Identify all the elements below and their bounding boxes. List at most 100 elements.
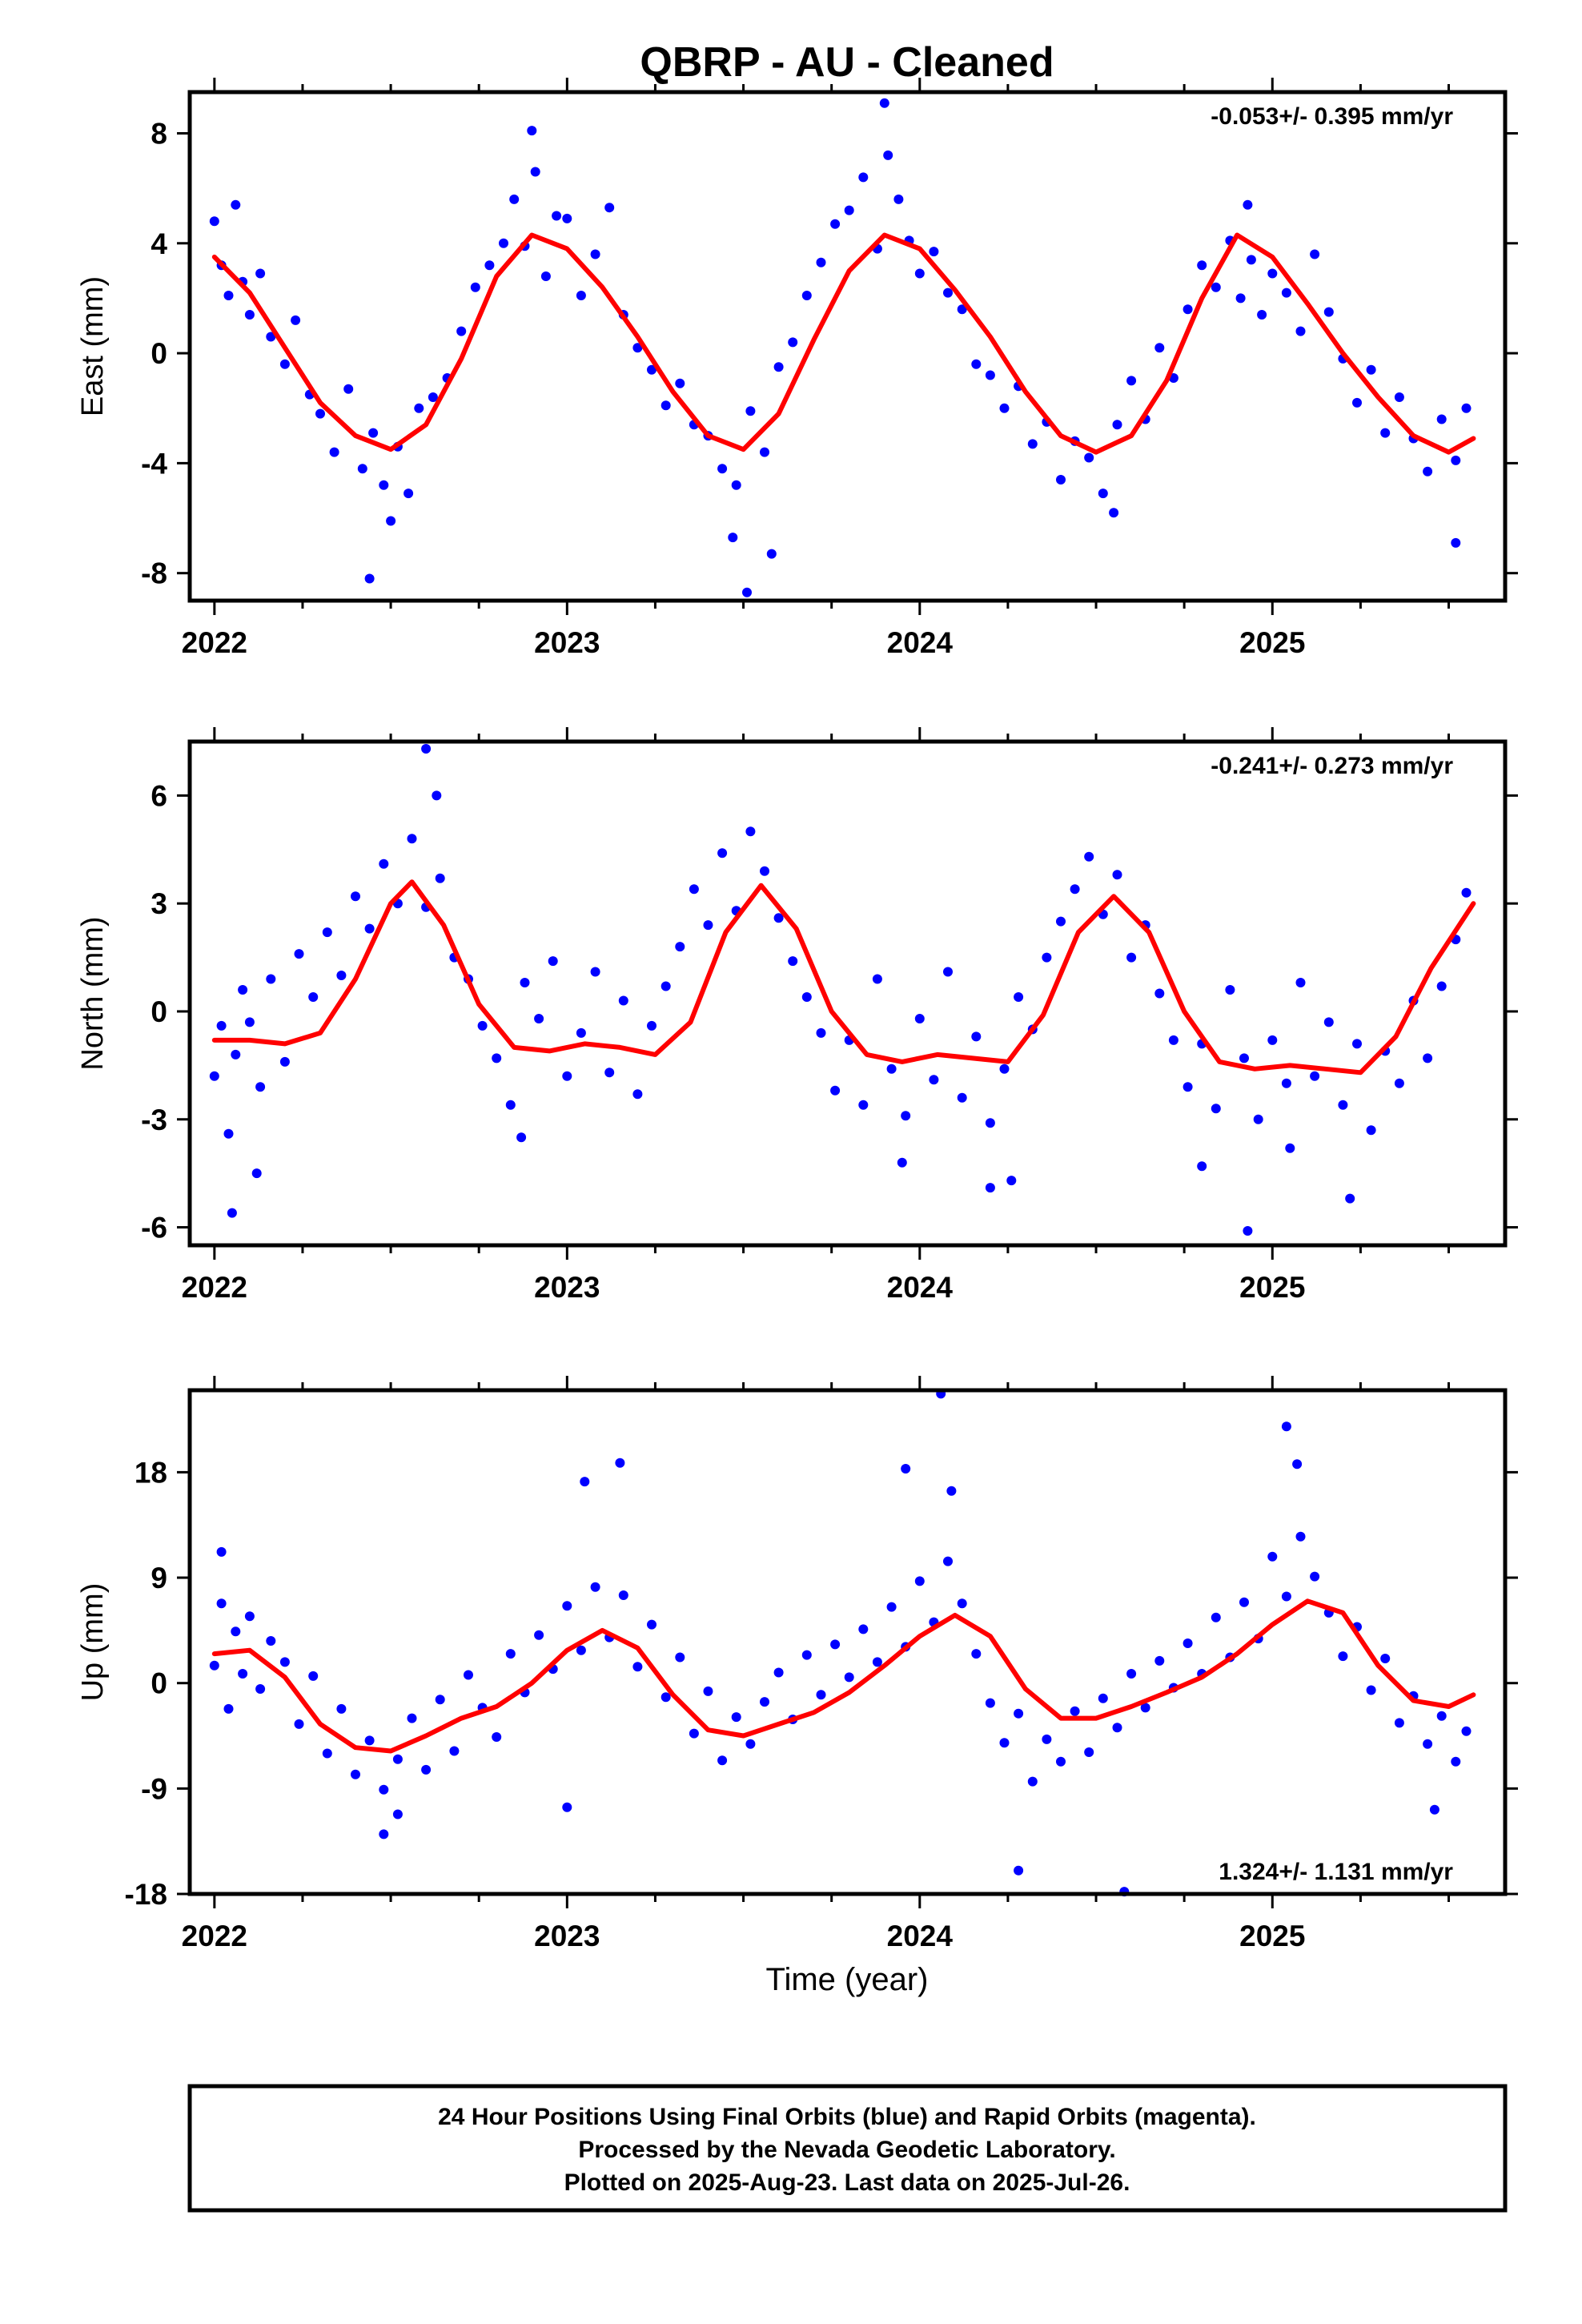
north-data-point <box>336 971 347 980</box>
north-data-point <box>1070 884 1080 895</box>
east-data-point <box>844 205 854 215</box>
north-data-point <box>238 985 248 995</box>
east-data-point <box>661 400 671 411</box>
east-data-point <box>1084 452 1094 463</box>
east-data-point <box>1323 307 1334 317</box>
up-data-point <box>801 1650 812 1660</box>
east-panel: -8 -4 0 4 8 2022 2023 2024 2025 East (mm) -0.053… <box>76 78 1518 659</box>
north-data-point <box>209 1071 219 1081</box>
north-data-point <box>1126 952 1137 963</box>
east-data-point <box>386 516 396 526</box>
east-data-point <box>731 480 741 490</box>
up-data-point <box>351 1769 360 1779</box>
east-data-point <box>957 304 967 315</box>
up-data-point <box>675 1652 685 1663</box>
east-ytick-label: 0 <box>151 337 167 370</box>
up-ytick-label: -9 <box>141 1772 167 1805</box>
up-data-point <box>886 1602 897 1612</box>
up-data-point <box>223 1703 234 1714</box>
east-data-point <box>279 359 290 369</box>
north-data-point <box>1345 1193 1355 1204</box>
up-data-point <box>407 1713 417 1723</box>
north-data-point <box>647 1020 656 1031</box>
up-data-point <box>231 1626 241 1637</box>
east-data-point <box>773 362 784 372</box>
north-data-point <box>957 1092 967 1103</box>
up-data-point <box>435 1695 445 1705</box>
north-data-point <box>520 978 530 987</box>
up-data-point <box>1112 1723 1122 1733</box>
east-data-point <box>357 464 367 474</box>
up-data-point <box>1070 1706 1080 1716</box>
north-xtick-label: 2022 <box>182 1271 247 1304</box>
east-data-point <box>1281 287 1291 298</box>
east-data-point <box>368 428 379 438</box>
north-data-point <box>1323 1017 1334 1027</box>
north-data-point <box>1006 1176 1017 1186</box>
up-data-point <box>279 1657 290 1667</box>
up-data-point <box>946 1486 957 1496</box>
north-data-point <box>689 884 699 895</box>
up-data-point <box>703 1686 713 1696</box>
up-xtick-label: 2024 <box>887 1920 954 1952</box>
east-data-point <box>742 587 752 597</box>
north-data-point <box>1154 988 1165 999</box>
up-data-point <box>1436 1711 1447 1721</box>
east-data-point <box>1394 392 1404 402</box>
up-data-point <box>717 1755 728 1766</box>
up-data-point <box>322 1748 332 1759</box>
east-xtick-label: 2023 <box>534 626 600 659</box>
up-data-point <box>364 1735 375 1746</box>
up-data-point <box>580 1477 590 1487</box>
east-data-point <box>1267 268 1278 279</box>
east-data-point <box>315 408 325 419</box>
east-data-point <box>1211 282 1221 292</box>
up-data-point <box>844 1672 854 1683</box>
east-data-point <box>1197 260 1207 271</box>
up-data-point <box>647 1619 656 1630</box>
north-data-point <box>897 1157 907 1168</box>
north-data-point <box>1084 851 1094 862</box>
up-data-point <box>957 1598 967 1609</box>
north-data-point <box>745 826 756 837</box>
north-data-point <box>516 1132 527 1143</box>
east-data-point <box>914 268 925 279</box>
north-data-point <box>914 1014 925 1023</box>
east-data-point <box>223 291 234 300</box>
north-ytick-label: 6 <box>151 779 167 812</box>
up-ylabel: Up (mm) <box>76 1583 110 1702</box>
up-data-point <box>632 1662 643 1672</box>
north-data-point <box>773 913 784 923</box>
up-data-point <box>1154 1655 1165 1666</box>
east-model-curve <box>211 232 1476 455</box>
east-data-point <box>1154 343 1165 353</box>
north-frame <box>187 739 1508 1248</box>
north-data-point <box>227 1208 237 1218</box>
north-data-point <box>1211 1104 1221 1114</box>
north-ticks: -6 -3 0 3 6 2022 2023 2024 2025 <box>141 727 1518 1304</box>
north-data-point <box>251 1168 262 1179</box>
north-data-point <box>985 1183 995 1193</box>
up-data-point <box>336 1703 347 1714</box>
up-data-point <box>464 1670 473 1680</box>
up-xtick-label: 2025 <box>1239 1920 1305 1952</box>
up-data-point <box>1429 1804 1439 1815</box>
east-data-point <box>209 216 219 227</box>
up-data-point <box>266 1636 276 1646</box>
north-data-point <box>548 956 558 967</box>
east-data-point <box>1451 537 1461 548</box>
east-data-point <box>499 238 508 248</box>
north-data-point <box>1423 1053 1433 1063</box>
up-data-point <box>209 1660 219 1671</box>
north-data-point <box>477 1020 488 1031</box>
north-data-point <box>244 1017 255 1027</box>
up-xtick-label: 2023 <box>534 1920 600 1952</box>
up-xtick-label: 2022 <box>182 1920 247 1952</box>
north-data-point <box>1338 1100 1348 1110</box>
up-data-point <box>745 1739 756 1749</box>
north-data-point <box>231 1049 241 1059</box>
east-data-point <box>675 378 685 388</box>
north-panel: -6 -3 0 3 6 2022 2023 2024 2025 North (mm) -0.24… <box>76 727 1518 1304</box>
north-ytick-label: -6 <box>141 1212 167 1244</box>
